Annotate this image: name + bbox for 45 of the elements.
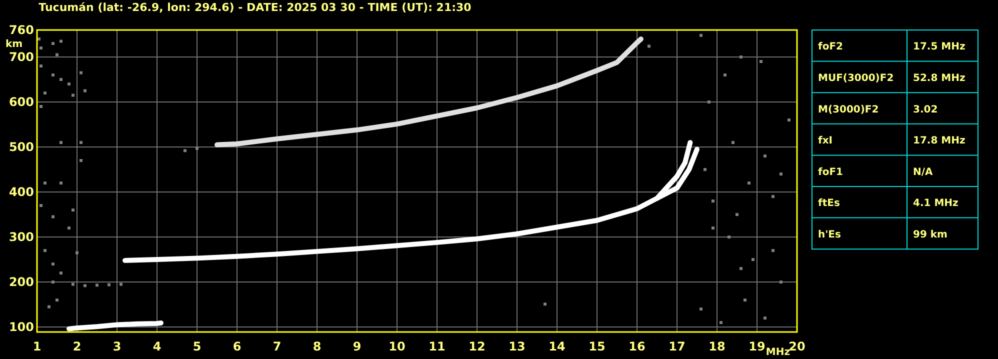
y-tick-label: 500 bbox=[8, 140, 34, 154]
x-axis-title: MHz bbox=[766, 347, 790, 358]
x-tick-label: 20 bbox=[788, 340, 806, 354]
x-tick-label: 4 bbox=[152, 340, 162, 354]
y-tick-label: 200 bbox=[8, 274, 34, 289]
text: 52.8 MHz bbox=[913, 72, 966, 84]
text: N/A bbox=[913, 166, 934, 178]
x-tick-label: 1 bbox=[32, 340, 42, 354]
text: MUF(3000)F2 bbox=[818, 72, 894, 84]
x-tick-label: 2 bbox=[72, 340, 82, 354]
y-tick-label: 700 bbox=[8, 50, 34, 64]
text: h'Es bbox=[818, 229, 842, 240]
text: M(3000)F2 bbox=[818, 104, 879, 116]
text: foF2 bbox=[818, 42, 844, 53]
x-tick-label: 19 bbox=[748, 340, 766, 354]
x-tick-label: 9 bbox=[352, 340, 362, 354]
text: 17.8 MHz bbox=[913, 136, 966, 147]
chart-title: Tucumán (lat: -26.9, lon: 294.6) - DATE: 2025 03 30 - TIME (UT): 21:30 bbox=[38, 1, 472, 14]
x-tick-label: 11 bbox=[428, 340, 446, 354]
x-tick-label: 17 bbox=[668, 340, 686, 354]
y-axis-title: km bbox=[5, 39, 23, 50]
y-tick-label: 400 bbox=[8, 184, 34, 199]
x-tick-label: 18 bbox=[708, 340, 726, 354]
text: 17.5 MHz bbox=[913, 42, 966, 53]
text: 3.02 bbox=[913, 104, 938, 116]
x-tick-label: 16 bbox=[628, 340, 646, 354]
x-tick-label: 8 bbox=[312, 340, 322, 354]
y-tick-label: 600 bbox=[8, 94, 34, 109]
text: ftEs bbox=[818, 198, 840, 210]
x-tick-label: 6 bbox=[232, 340, 242, 354]
x-tick-label: 10 bbox=[388, 340, 406, 354]
x-tick-label: 12 bbox=[468, 340, 486, 354]
text: 4.1 MHz bbox=[913, 198, 959, 210]
x-tick-label: 14 bbox=[548, 340, 566, 354]
y-tick-label: 300 bbox=[8, 230, 34, 244]
y-tick-label: 100 bbox=[8, 320, 34, 334]
text: 99 km bbox=[913, 229, 948, 240]
y-tick-label: 760 bbox=[8, 22, 34, 37]
text: foF1 bbox=[818, 166, 844, 178]
x-tick-label: 5 bbox=[192, 340, 202, 354]
x-tick-label: 15 bbox=[588, 340, 606, 354]
x-tick-label: 13 bbox=[508, 340, 526, 354]
text: fxI bbox=[818, 136, 833, 147]
x-tick-label: 3 bbox=[112, 340, 122, 354]
x-tick-label: 7 bbox=[272, 340, 282, 354]
